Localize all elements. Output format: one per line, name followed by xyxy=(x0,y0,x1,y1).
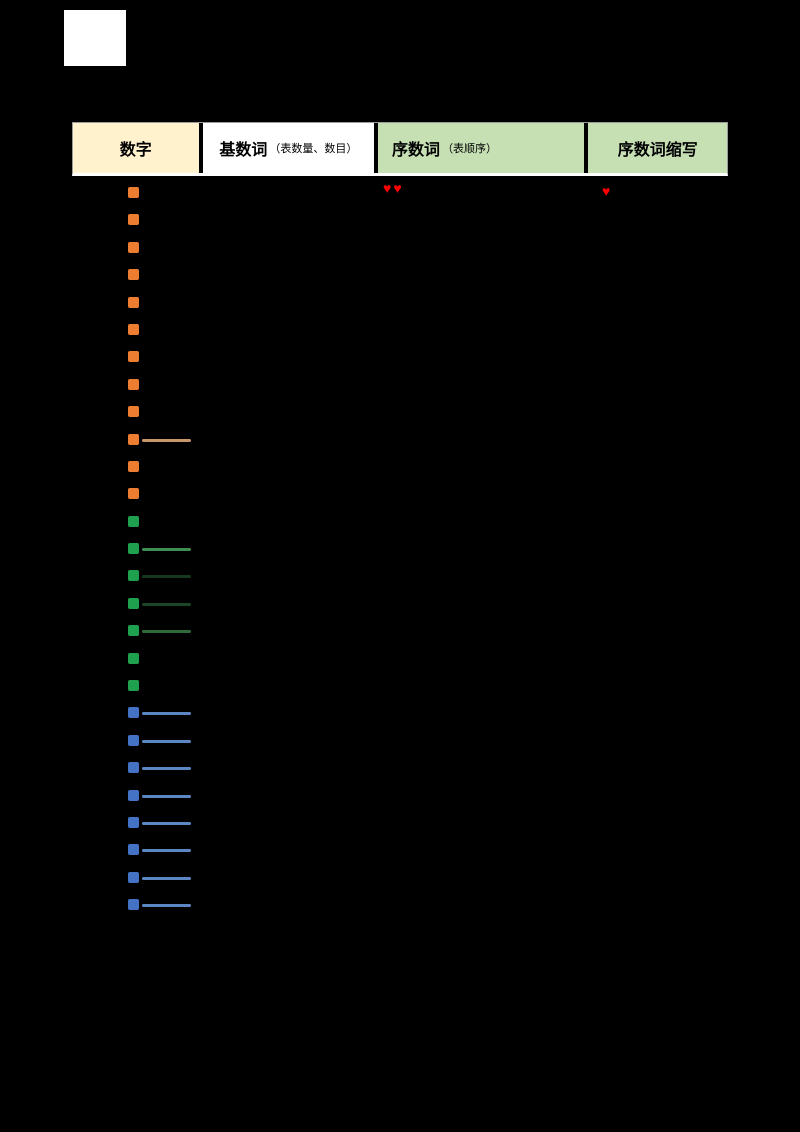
handwritten-line xyxy=(142,602,191,606)
handwritten-line xyxy=(142,575,191,579)
header-cell-ordinal-abbr: 序数词缩写 xyxy=(584,123,727,173)
number-highlight-marker xyxy=(128,515,139,527)
number-highlight-marker xyxy=(128,406,139,418)
number-highlight-marker xyxy=(128,570,139,582)
number-highlight-marker xyxy=(128,269,139,281)
table-row xyxy=(72,206,728,233)
handwritten-line xyxy=(142,794,191,798)
number-highlight-marker xyxy=(128,214,139,226)
number-highlight-marker xyxy=(128,323,139,335)
header-cell-cardinal: 基数词 （表数量、数目） xyxy=(198,123,375,173)
number-highlight-marker xyxy=(128,707,139,719)
number-highlight-marker xyxy=(128,680,139,692)
table-row xyxy=(72,754,728,781)
table-row xyxy=(72,289,728,316)
handwritten-line xyxy=(142,876,191,880)
table-body-rows xyxy=(72,179,728,919)
number-highlight-marker xyxy=(128,296,139,308)
handwritten-line xyxy=(142,712,191,716)
number-highlight-marker xyxy=(128,734,139,746)
table-row xyxy=(72,727,728,754)
table-row xyxy=(72,891,728,918)
handwritten-line xyxy=(142,739,191,743)
table-row xyxy=(72,562,728,589)
table-row xyxy=(72,261,728,288)
header-title-number: 数字 xyxy=(119,142,152,159)
header-title-cardinal: 基数词 xyxy=(219,142,268,159)
header-cell-number: 数字 xyxy=(73,123,199,173)
handwritten-line xyxy=(142,548,191,552)
number-highlight-marker xyxy=(128,762,139,774)
number-highlight-marker xyxy=(128,871,139,883)
number-highlight-marker xyxy=(128,789,139,801)
table-row xyxy=(72,782,728,809)
handwritten-line xyxy=(142,821,191,825)
number-highlight-marker xyxy=(128,187,139,198)
table-row xyxy=(72,234,728,261)
table-row xyxy=(72,672,728,699)
table-row xyxy=(72,590,728,617)
table-row xyxy=(72,398,728,425)
table-row xyxy=(72,480,728,507)
handwritten-line xyxy=(142,849,191,853)
table-row xyxy=(72,645,728,672)
number-highlight-marker xyxy=(128,378,139,390)
table-row xyxy=(72,508,728,535)
header-title-ordinal-abbr: 序数词缩写 xyxy=(617,142,698,159)
table-row xyxy=(72,179,728,206)
handwritten-line xyxy=(142,767,191,771)
number-highlight-marker xyxy=(128,543,139,555)
number-highlight-marker xyxy=(128,241,139,253)
table-header-row: 数字 基数词 （表数量、数目） 序数词 （表顺序） 序数词缩写 xyxy=(72,122,728,176)
table-row xyxy=(72,535,728,562)
table-row xyxy=(72,316,728,343)
table-row xyxy=(72,617,728,644)
handwritten-line xyxy=(142,438,191,442)
table-row xyxy=(72,699,728,726)
table-row xyxy=(72,864,728,891)
number-highlight-marker xyxy=(128,844,139,856)
table-row xyxy=(72,836,728,863)
header-note-ordinal: （表顺序） xyxy=(442,143,498,155)
number-highlight-marker xyxy=(128,351,139,363)
table-row xyxy=(72,343,728,370)
number-highlight-marker xyxy=(128,625,139,637)
number-highlight-marker xyxy=(128,460,139,472)
table-row xyxy=(72,426,728,453)
table-row xyxy=(72,453,728,480)
number-highlight-marker xyxy=(128,433,139,445)
header-cell-ordinal: 序数词 （表顺序） xyxy=(374,123,585,173)
number-highlight-marker xyxy=(128,652,139,664)
number-highlight-marker xyxy=(128,899,139,911)
header-title-ordinal: 序数词 xyxy=(392,142,441,159)
number-highlight-marker xyxy=(128,597,139,609)
number-highlight-marker xyxy=(128,488,139,500)
number-highlight-marker xyxy=(128,816,139,828)
white-patch xyxy=(64,10,126,66)
table-row xyxy=(72,371,728,398)
header-note-cardinal: （表数量、数目） xyxy=(269,143,358,155)
handwritten-line xyxy=(142,630,191,634)
table-row xyxy=(72,809,728,836)
handwritten-line xyxy=(142,904,191,908)
